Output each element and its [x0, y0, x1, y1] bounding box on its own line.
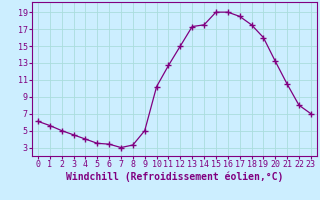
X-axis label: Windchill (Refroidissement éolien,°C): Windchill (Refroidissement éolien,°C) — [66, 172, 283, 182]
